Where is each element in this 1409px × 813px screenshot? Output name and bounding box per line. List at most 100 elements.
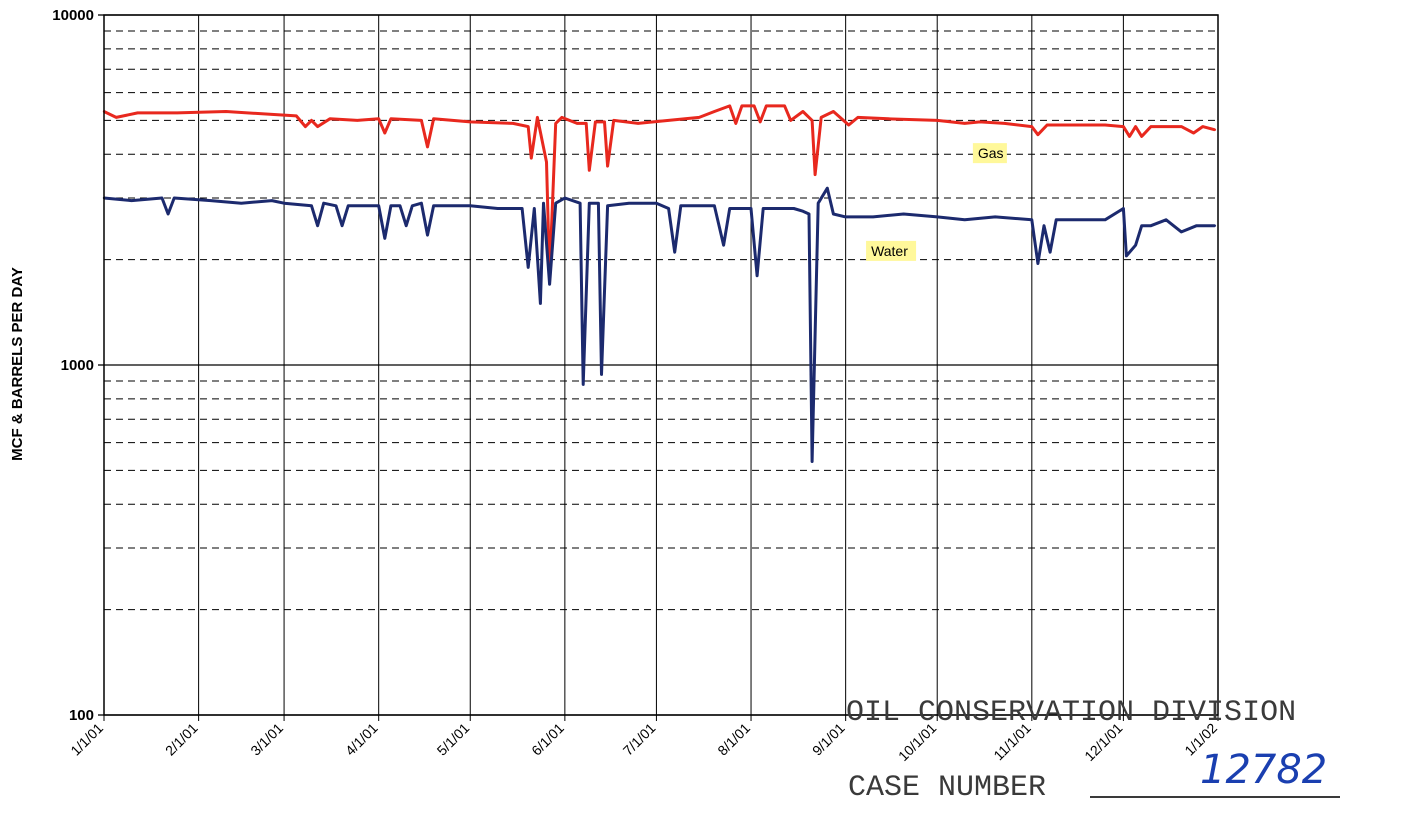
data-point-gas <box>383 131 386 135</box>
data-point-gas <box>536 116 539 119</box>
data-point-water <box>871 215 875 219</box>
data-point-gas <box>1045 123 1049 127</box>
data-point-gas <box>295 114 298 118</box>
data-point-water <box>554 202 557 205</box>
data-point-gas <box>527 125 530 128</box>
data-point-water <box>713 204 716 207</box>
data-point-gas <box>426 145 429 149</box>
data-point-gas <box>310 119 313 122</box>
data-point-water <box>600 373 603 376</box>
series-line-gas <box>103 104 1216 278</box>
data-point-gas <box>115 116 118 119</box>
data-point-water <box>578 202 582 205</box>
data-point-gas <box>813 173 817 176</box>
data-point-water <box>1180 230 1183 234</box>
data-point-water <box>792 207 795 210</box>
data-point-gas <box>783 104 786 108</box>
data-point-water <box>340 224 344 227</box>
data-point-gas <box>667 119 670 122</box>
x-tick-label: 8/1/01 <box>714 720 753 759</box>
data-point-gas <box>713 110 716 113</box>
data-point-water <box>334 204 338 207</box>
data-point-water <box>1042 224 1046 227</box>
data-point-gas <box>389 117 393 121</box>
data-point-gas <box>469 120 472 124</box>
data-point-gas <box>801 110 805 113</box>
data-point-water <box>844 215 847 219</box>
data-point-gas <box>887 117 890 121</box>
data-point-gas <box>585 122 588 125</box>
data-point-gas <box>978 120 982 124</box>
data-point-water <box>826 187 829 190</box>
data-point-gas <box>765 104 768 108</box>
data-point-water <box>240 202 243 205</box>
data-point-water <box>1125 254 1128 258</box>
data-point-water <box>542 202 545 205</box>
data-point-water <box>755 274 759 277</box>
data-point-gas <box>698 116 701 119</box>
data-point-water <box>582 383 585 386</box>
data-point-water <box>316 224 319 227</box>
data-point-gas <box>636 122 640 125</box>
series-label-water: Water <box>871 243 908 259</box>
data-point-water <box>963 218 966 221</box>
data-point-gas <box>810 119 814 122</box>
data-point-gas <box>752 104 756 108</box>
data-point-gas <box>856 116 860 119</box>
data-point-water <box>994 215 997 219</box>
data-point-water <box>398 204 402 207</box>
data-point-gas <box>847 123 850 127</box>
x-tick-label: 5/1/01 <box>434 720 473 759</box>
data-point-gas <box>1213 128 1217 131</box>
data-point-water <box>588 202 591 205</box>
data-point-gas <box>1103 123 1107 127</box>
data-point-gas <box>759 120 762 124</box>
data-point-gas <box>1003 122 1006 125</box>
data-point-water <box>1195 224 1198 227</box>
data-point-water <box>728 207 731 210</box>
data-point-water <box>310 204 313 207</box>
data-point-water <box>377 204 380 207</box>
data-point-gas <box>1140 135 1143 138</box>
data-point-water <box>426 233 429 237</box>
data-point-gas <box>176 111 179 115</box>
data-point-water <box>1103 218 1107 221</box>
data-point-gas <box>432 117 435 121</box>
data-point-water <box>130 199 133 202</box>
data-point-water <box>1140 224 1143 227</box>
x-tick-label: 3/1/01 <box>247 720 286 759</box>
data-point-water <box>432 204 435 207</box>
data-point-gas <box>545 160 548 164</box>
data-point-water <box>347 204 350 207</box>
data-point-water <box>722 244 725 247</box>
data-point-water <box>520 207 524 210</box>
data-point-gas <box>328 117 332 121</box>
x-tick-label: 6/1/01 <box>528 720 567 759</box>
data-point-water <box>1048 251 1052 254</box>
data-point-gas <box>588 169 591 172</box>
data-point-water <box>322 202 325 205</box>
y-tick-label: 1000 <box>61 357 94 374</box>
data-point-gas <box>530 156 533 160</box>
stamp: OIL CONSERVATION DIVISION CASE NUMBER 12… <box>846 696 1340 805</box>
data-point-water <box>667 207 670 210</box>
data-point-water <box>411 204 414 207</box>
data-point-gas <box>603 120 606 124</box>
data-point-water <box>606 204 609 207</box>
data-point-water <box>533 207 536 210</box>
series-layer <box>102 104 1217 463</box>
data-point-gas <box>270 113 274 116</box>
data-point-water <box>673 251 676 254</box>
x-tick-label: 1/1/01 <box>67 720 106 759</box>
data-point-water <box>1073 218 1076 221</box>
series-label-gas: Gas <box>978 145 1004 161</box>
data-point-water <box>679 204 682 207</box>
series-line-water <box>103 186 1215 463</box>
data-point-gas <box>1122 125 1125 128</box>
data-point-water <box>1122 207 1125 210</box>
stamp-case-number: 12782 <box>1200 747 1327 793</box>
data-point-water <box>173 196 176 200</box>
data-point-water <box>1213 224 1217 227</box>
